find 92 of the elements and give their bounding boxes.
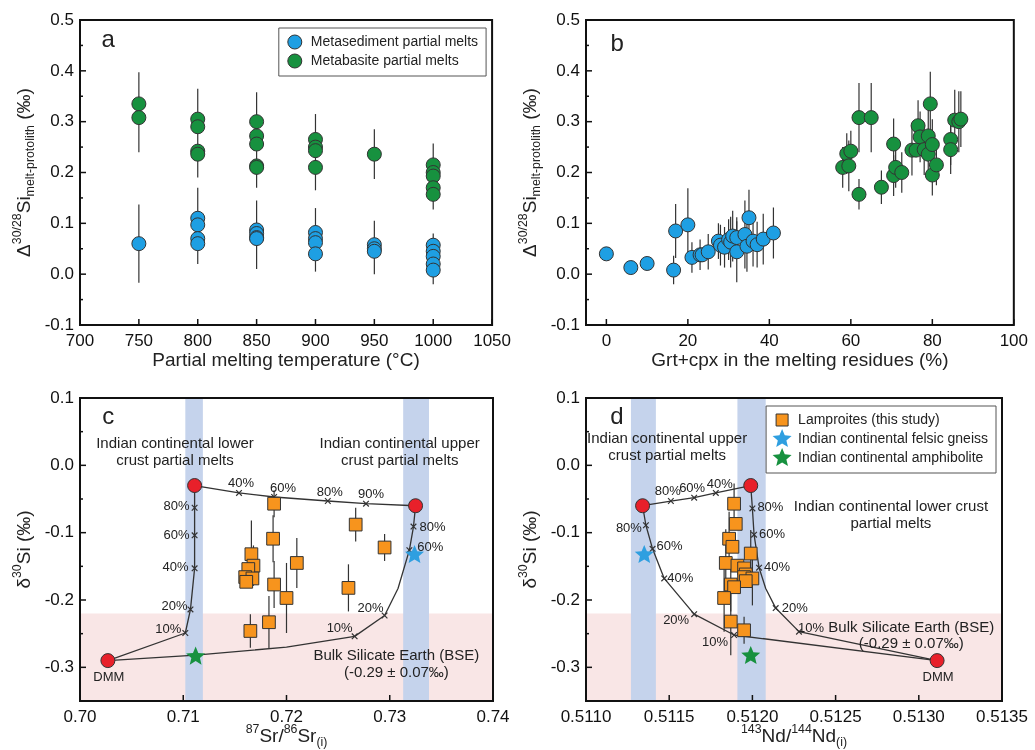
y-tick-label: -0.1 [550, 522, 580, 542]
x-tick-label: 950 [360, 330, 389, 350]
x-tick-label: 0.5130 [892, 706, 945, 726]
annotation: 80% [163, 498, 191, 514]
y-tick-label: 0.1 [50, 213, 74, 233]
y-tick-label: 0.4 [50, 60, 74, 80]
annotation: 10% [155, 620, 182, 636]
x-tick-label: 750 [124, 330, 154, 350]
annotation: 20% [161, 598, 188, 613]
annotation: Bulk Silicate Earth (BSE) [313, 646, 480, 664]
annotation: 20% [781, 599, 809, 615]
y-tick-label: 0.0 [50, 455, 74, 475]
annotation: c [102, 401, 115, 429]
x-tick-label: 0 [601, 330, 612, 350]
x-tick-label: 0.5115 [643, 706, 695, 726]
x-tick-label: 20 [678, 330, 698, 350]
y-tick-label: 0.1 [556, 213, 580, 233]
annotation: 60% [163, 526, 191, 542]
annotation: DMM [922, 669, 954, 685]
y-tick-label: 0.0 [556, 263, 580, 283]
y-tick-label: 0.5 [50, 9, 74, 29]
y-tick-label: 0.4 [556, 60, 580, 80]
annotation: DMM [93, 669, 125, 685]
annotation: 80% [757, 499, 784, 514]
x-axis-title: Grt+cpx in the melting residues (%) [651, 349, 949, 371]
y-tick-label: -0.3 [44, 657, 74, 677]
annotation: 40% [162, 558, 190, 574]
y-axis-title: Δ30/28Simelt-protolith (‰) [9, 88, 38, 257]
annotation: a [101, 25, 116, 53]
annotation: 10% [326, 619, 354, 635]
annotation: Indian continental upper crust partial melts [587, 428, 748, 463]
annotation: 80% [615, 519, 643, 535]
y-tick-label: 0.2 [50, 162, 74, 182]
legend-label: Metasediment partial melts [310, 32, 479, 49]
annotation: 60% [656, 538, 683, 554]
x-tick-label: 80 [922, 330, 942, 350]
x-tick-label: 0.5110 [560, 706, 612, 726]
annotation: 40% [764, 559, 791, 575]
y-tick-label: -0.2 [550, 589, 580, 609]
x-tick-label: 0.74 [476, 706, 510, 726]
y-tick-label: -0.1 [550, 314, 580, 334]
y-tick-label: 0.0 [50, 263, 74, 283]
x-axis-title: Partial melting temperature (°C) [152, 349, 420, 371]
annotation: (-0.29 ± 0.07‰) [343, 662, 449, 680]
annotation: Indian continental upper crust partial melts [319, 433, 480, 468]
legend-label: Indian continental felsic gneiss [798, 429, 989, 446]
annotation: 60% [759, 526, 786, 542]
x-tick-label: 0.71 [166, 706, 200, 726]
x-tick-label: 0.70 [63, 706, 97, 726]
annotation: 10% [702, 633, 729, 649]
y-tick-label: 0.1 [556, 387, 580, 407]
x-tick-label: 0.5135 [976, 706, 1028, 726]
annotation: 20% [663, 611, 690, 627]
x-tick-label: 1000 [414, 330, 453, 350]
y-axis-title: δ30Si (‰) [515, 510, 541, 589]
annotation: b [610, 29, 624, 57]
annotation: 40% [667, 570, 694, 586]
y-tick-label: -0.2 [44, 589, 74, 609]
x-tick-label: 800 [183, 330, 212, 350]
x-tick-label: 0.73 [373, 706, 407, 726]
x-tick-label: 100 [999, 330, 1029, 350]
annotation: 20% [357, 600, 385, 616]
y-tick-label: -0.3 [550, 657, 580, 677]
y-tick-label: 0.3 [50, 111, 74, 131]
y-axis-title: Δ30/28Simelt-protolith (‰) [515, 88, 544, 257]
x-tick-label: 60 [841, 330, 861, 350]
x-tick-label: 40 [759, 330, 779, 350]
y-tick-label: -0.1 [44, 522, 74, 542]
y-tick-label: 0.1 [50, 387, 74, 407]
annotation: 40% [706, 475, 734, 491]
y-tick-label: 0.5 [556, 9, 580, 29]
annotation: Indian continental lower crust partial melts [96, 433, 254, 468]
x-tick-label: 1050 [473, 330, 511, 350]
annotation: 90% [357, 486, 385, 502]
annotation: Bulk Silicate Earth (BSE) [828, 618, 995, 636]
annotation: Indian continental lower crust partial melts [793, 496, 989, 531]
y-axis-title: δ30Si (‰) [9, 510, 35, 589]
annotation: 40% [227, 474, 255, 490]
legend-label: Metabasite partial melts [310, 51, 459, 68]
legend-label: Lamproites (this study) [798, 410, 940, 427]
y-tick-label: 0.3 [556, 111, 580, 131]
annotation: 10% [797, 620, 825, 636]
annotation: 80% [316, 483, 344, 499]
annotation: 60% [270, 479, 297, 495]
legend-label: Indian continental amphibolite [798, 448, 984, 465]
annotation: d [610, 401, 624, 429]
annotation: 80% [419, 519, 446, 535]
y-tick-label: 0.0 [556, 455, 580, 475]
x-tick-label: 900 [301, 330, 330, 350]
x-tick-label: 850 [242, 330, 271, 350]
annotation: 60% [417, 538, 444, 554]
y-tick-label: 0.2 [556, 162, 580, 182]
